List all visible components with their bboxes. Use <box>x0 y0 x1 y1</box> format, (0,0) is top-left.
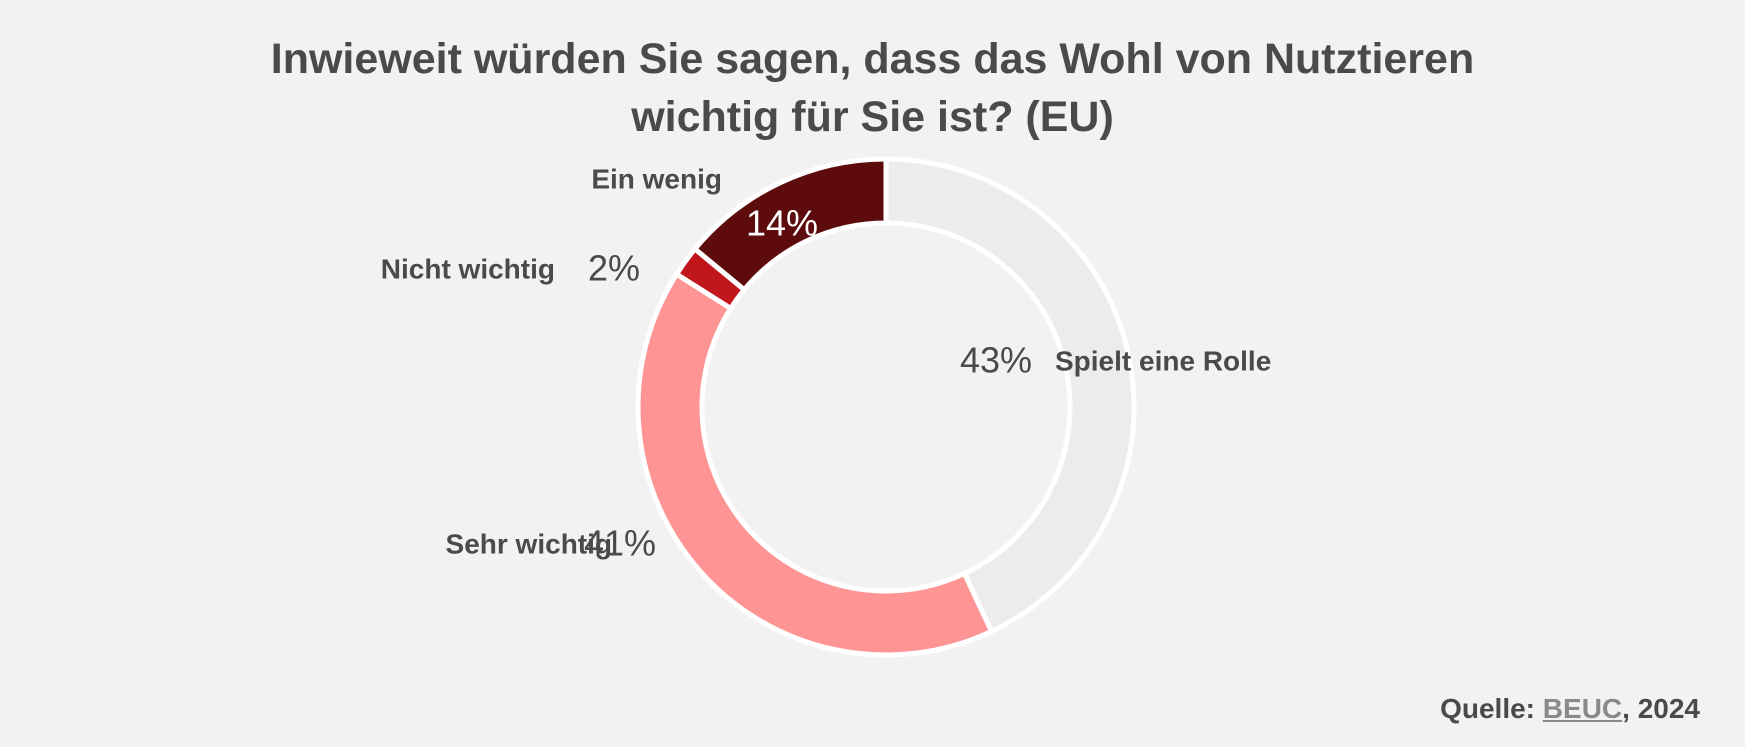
donut-slices <box>635 156 1137 658</box>
chart-title-line-2: wichtig für Sie ist? (EU) <box>631 93 1114 141</box>
donut-labels: 43% Spielt eine Rolle 41%Sehr wichtig 2% Nic… <box>381 163 1272 563</box>
slice-percent-label-3: 2% <box>588 248 640 289</box>
donut-slice-4 <box>692 156 889 293</box>
source-prefix: Quelle: <box>1440 693 1543 724</box>
slice-percent-label-4: 14% <box>746 203 818 244</box>
donut-slice-2 <box>635 271 995 658</box>
slice-category-label-4: Ein wenig <box>591 163 722 194</box>
source-note: Quelle: BEUC, 2024 <box>1440 693 1700 725</box>
slice-category-label-3: Nicht wichtig <box>381 253 555 284</box>
donut-slice-1 <box>883 156 1137 634</box>
slice-category-label-1: Spielt eine Rolle <box>1055 345 1271 376</box>
source-suffix: , 2024 <box>1622 693 1700 724</box>
slice-category-label-2: Sehr wichtig <box>446 528 612 559</box>
source-link[interactable]: BEUC <box>1542 693 1623 724</box>
chart-title: Inwieweit würden Sie sagen, dass das Woh… <box>0 30 1745 146</box>
chart-title-line-1: Inwieweit würden Sie sagen, dass das Woh… <box>270 35 1475 83</box>
slice-percent-label-1: 43% <box>960 340 1032 381</box>
slice-percent-label-2: 41% <box>584 523 656 564</box>
